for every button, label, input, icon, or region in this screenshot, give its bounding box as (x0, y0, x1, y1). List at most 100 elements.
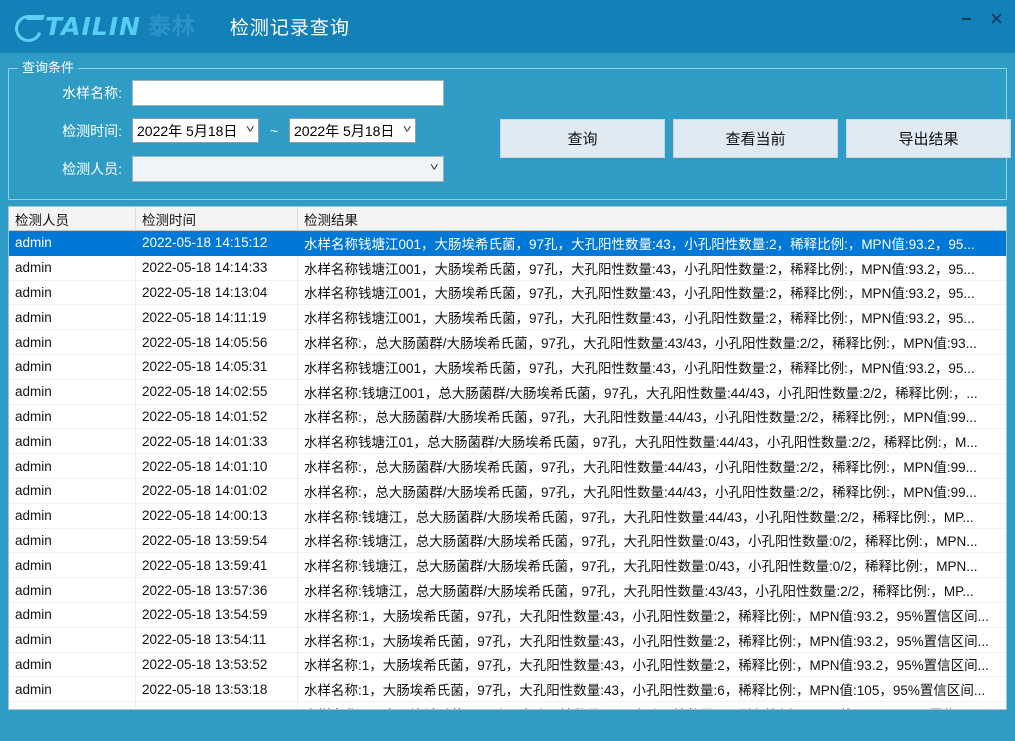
cell-tester: admin (9, 404, 136, 430)
table-row[interactable]: admin 2022-05-18 13:59:41 水样名称:钱塘江，总大肠菌群/大… (9, 552, 1006, 579)
table-row[interactable]: admin 2022-05-18 14:05:31 水样名称钱塘江001，大肠埃希氏… (9, 354, 1006, 380)
cell-tester: admin (9, 478, 136, 504)
table-row[interactable]: admin 2022-05-18 13:53:52 水样名称:1，大肠埃希氏菌，97… (9, 652, 1006, 678)
sample-name-row: 水样名称: (8, 76, 444, 109)
view-current-button[interactable]: 查看当前 (673, 119, 838, 158)
chevron-down-icon: ˅ (402, 124, 412, 136)
column-header-result[interactable]: 检测结果 (297, 207, 1006, 231)
cell-result: 水样名称:1，大肠埃希氏菌，97孔，大孔阳性数量:43，小孔阳性数量:2，稀释比… (297, 627, 1006, 653)
cell-result: 水样名称:1，大肠埃希氏菌，97孔，大孔阳性数量:43，小孔阳性数量:6，稀释比… (297, 676, 1006, 703)
table-row[interactable]: admin 2022-05-18 14:11:19 水样名称钱塘江001，大肠埃希氏… (9, 304, 1006, 331)
cell-result: 水样名称钱塘江001，大肠埃希氏菌，97孔，大孔阳性数量:43，小孔阳性数量:2… (297, 230, 1006, 256)
cell-result: 水样名称:钱塘江，总大肠菌群/大肠埃希氏菌，97孔，大孔阳性数量:44/43，小… (297, 503, 1006, 529)
cell-result: 水样名称:1，大肠埃希氏菌，97孔，大孔阳性数量:44，小孔阳性数量:6，稀释比… (297, 701, 1006, 709)
date-range-separator: ~ (269, 122, 279, 139)
cell-time: 2022-05-18 13:57:36 (135, 577, 298, 603)
table-header-row: 检测人员 检测时间 检测结果 (9, 207, 1006, 231)
cell-tester: admin (9, 304, 136, 331)
table-row[interactable]: admin 2022-05-18 14:01:02 水样名称:，总大肠菌群/大肠埃希… (9, 478, 1006, 504)
cell-result: 水样名称钱塘江001，大肠埃希氏菌，97孔，大孔阳性数量:43，小孔阳性数量:2… (297, 304, 1006, 331)
table-row[interactable]: admin 2022-05-18 14:01:33 水样名称钱塘江01，总大肠菌群/… (9, 428, 1006, 455)
cell-result: 水样名称钱塘江001，大肠埃希氏菌，97孔，大孔阳性数量:43，小孔阳性数量:2… (297, 255, 1006, 281)
cell-time: 2022-05-18 14:14:33 (135, 255, 298, 281)
start-date-value: 2022年 5月18日 (137, 122, 238, 139)
cell-result: 水样名称:钱塘江，总大肠菌群/大肠埃希氏菌，97孔，大孔阳性数量:43/43，小… (297, 577, 1006, 603)
table-row[interactable]: admin 2022-05-18 14:05:56 水样名称:，总大肠菌群/大肠埃希… (9, 329, 1006, 355)
cell-tester: admin (9, 255, 136, 281)
cell-time: 2022-05-18 13:59:54 (135, 528, 298, 554)
results-table: 检测人员 检测时间 检测结果 admin 2022-05-18 14:15:12 水… (9, 207, 1006, 709)
results-table-container[interactable]: 检测人员 检测时间 检测结果 admin 2022-05-18 14:15:12 水… (8, 206, 1007, 710)
tester-select[interactable]: ˅ (132, 155, 444, 182)
end-date-picker[interactable]: 2022年 5月18日 ˅ (289, 118, 416, 143)
query-button[interactable]: 查询 (500, 119, 665, 158)
test-time-label: 检测时间: (62, 122, 122, 139)
cell-time: 2022-05-18 14:05:56 (135, 329, 298, 355)
table-row[interactable]: admin 2022-05-18 13:59:54 水样名称:钱塘江，总大肠菌群/大… (9, 528, 1006, 554)
cell-result: 水样名称:1，大肠埃希氏菌，97孔，大孔阳性数量:43，小孔阳性数量:2，稀释比… (297, 652, 1006, 678)
table-row[interactable]: admin 2022-05-18 14:00:13 水样名称:钱塘江，总大肠菌群/大… (9, 503, 1006, 529)
sample-name-input[interactable] (132, 79, 444, 106)
cell-tester: admin (9, 552, 136, 579)
cell-time: 2022-05-18 14:01:02 (135, 478, 298, 504)
cell-result: 水样名称:，总大肠菌群/大肠埃希氏菌，97孔，大孔阳性数量:44/43，小孔阳性… (297, 478, 1006, 504)
cell-tester: admin (9, 230, 136, 256)
cell-tester: admin (9, 602, 136, 628)
table-row[interactable]: admin 2022-05-18 14:13:04 水样名称钱塘江001，大肠埃希氏… (9, 280, 1006, 306)
cell-result: 水样名称:，总大肠菌群/大肠埃希氏菌，97孔，大孔阳性数量:44/43，小孔阳性… (297, 453, 1006, 479)
app-logo: TAILIN 泰林 (10, 10, 196, 46)
cell-tester: admin (9, 676, 136, 703)
chevron-down-icon: ˅ (245, 124, 255, 136)
query-groupbox-legend: 查询条件 (18, 60, 79, 76)
cell-result: 水样名称:钱塘江，总大肠菌群/大肠埃希氏菌，97孔，大孔阳性数量:0/43，小孔… (297, 528, 1006, 554)
export-button[interactable]: 导出结果 (846, 119, 1011, 158)
column-header-time[interactable]: 检测时间 (135, 207, 298, 231)
cell-time: 2022-05-18 13:52:52 (135, 701, 298, 709)
cell-time: 2022-05-18 14:15:12 (135, 230, 298, 256)
logo-chinese-name: 泰林 (147, 13, 196, 39)
cell-time: 2022-05-18 14:01:52 (135, 404, 298, 430)
logo-wordmark: TAILIN (45, 12, 141, 41)
window-controls (951, 6, 1011, 30)
cell-time: 2022-05-18 14:01:33 (135, 428, 298, 455)
cell-result: 水样名称钱塘江001，大肠埃希氏菌，97孔，大孔阳性数量:43，小孔阳性数量:2… (297, 280, 1006, 306)
chevron-down-icon: ˅ (429, 162, 439, 174)
cell-tester: admin (9, 379, 136, 405)
cell-time: 2022-05-18 13:54:59 (135, 602, 298, 628)
cell-tester: admin (9, 528, 136, 554)
cell-result: 水样名称:，总大肠菌群/大肠埃希氏菌，97孔，大孔阳性数量:44/43，小孔阳性… (297, 404, 1006, 430)
cell-tester: admin (9, 428, 136, 455)
cell-tester: admin (9, 577, 136, 603)
table-row[interactable]: admin 2022-05-18 13:54:11 水样名称:1，大肠埃希氏菌，97… (9, 627, 1006, 653)
cell-time: 2022-05-18 13:59:41 (135, 552, 298, 579)
table-row[interactable]: admin 2022-05-18 13:53:18 水样名称:1，大肠埃希氏菌，97… (9, 676, 1006, 703)
cell-result: 水样名称:钱塘江，总大肠菌群/大肠埃希氏菌，97孔，大孔阳性数量:0/43，小孔… (297, 552, 1006, 579)
start-date-picker[interactable]: 2022年 5月18日 ˅ (132, 118, 259, 143)
table-row[interactable]: admin 2022-05-18 14:01:10 水样名称:，总大肠菌群/大肠埃希… (9, 453, 1006, 479)
table-row[interactable]: admin 2022-05-18 13:54:59 水样名称:1，大肠埃希氏菌，97… (9, 602, 1006, 628)
cell-result: 水样名称:钱塘江001，总大肠菌群/大肠埃希氏菌，97孔，大孔阳性数量:44/4… (297, 379, 1006, 405)
table-row[interactable]: admin 2022-05-18 13:57:36 水样名称:钱塘江，总大肠菌群/大… (9, 577, 1006, 603)
table-row[interactable]: admin 2022-05-18 14:02:55 水样名称:钱塘江001，总大肠菌… (9, 379, 1006, 405)
cell-time: 2022-05-18 14:13:04 (135, 280, 298, 306)
table-row[interactable]: admin 2022-05-18 14:14:33 水样名称钱塘江001，大肠埃希氏… (9, 255, 1006, 281)
cell-tester: admin (9, 354, 136, 380)
cell-tester: admin (9, 652, 136, 678)
cell-time: 2022-05-18 14:11:19 (135, 304, 298, 331)
column-header-tester[interactable]: 检测人员 (9, 207, 136, 231)
table-row[interactable]: admin 2022-05-18 14:15:12 水样名称钱塘江001，大肠埃希氏… (9, 230, 1006, 256)
table-body: admin 2022-05-18 14:15:12 水样名称钱塘江001，大肠埃希氏… (9, 230, 1006, 709)
cell-tester: admin (9, 627, 136, 653)
cell-tester: admin (9, 280, 136, 306)
minimize-icon[interactable] (951, 6, 981, 30)
end-date-value: 2022年 5月18日 (294, 122, 395, 139)
tester-row: 检测人员: ˅ (8, 152, 444, 185)
table-row[interactable]: admin 2022-05-18 14:01:52 水样名称:，总大肠菌群/大肠埃希… (9, 404, 1006, 430)
cell-time: 2022-05-18 14:00:13 (135, 503, 298, 529)
page-title: 检测记录查询 (229, 18, 350, 39)
query-conditions-panel: 查询条件 水样名称: 检测时间: 2022年 5月18日 ˅ ~ 2022年 5… (8, 60, 1011, 200)
cell-time: 2022-05-18 14:02:55 (135, 379, 298, 405)
close-icon[interactable] (981, 6, 1011, 30)
cell-tester: admin (9, 503, 136, 529)
